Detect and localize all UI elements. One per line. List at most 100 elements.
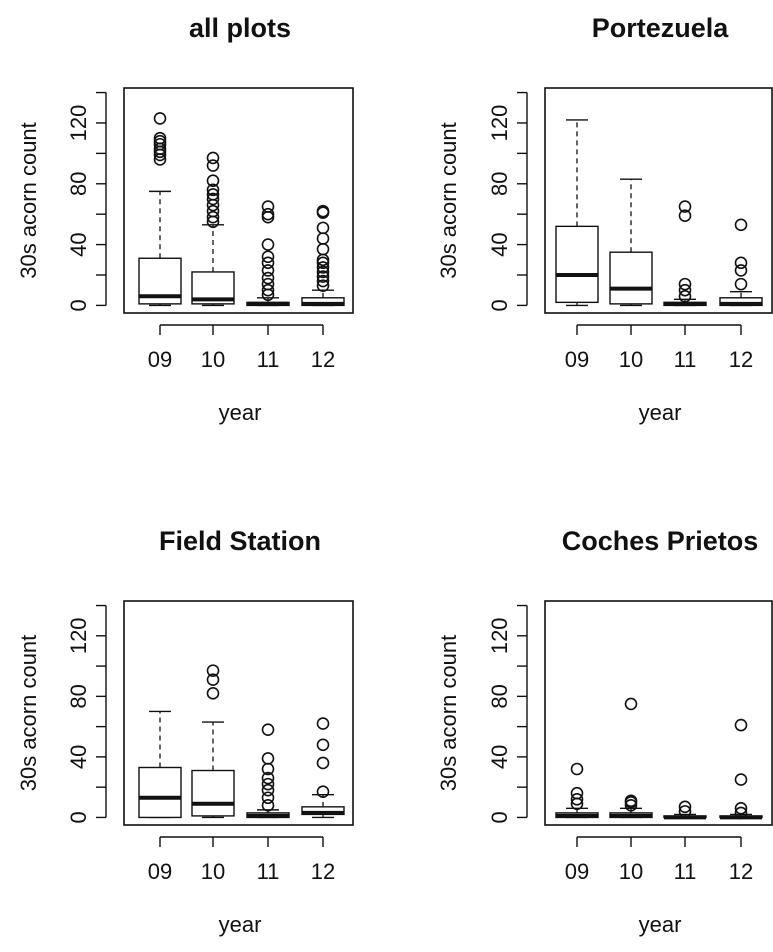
x-tick-label: 11 [257,347,280,372]
outlier-point [206,204,220,218]
y-tick-label: 0 [487,811,512,823]
chart-title: Field Station [159,526,321,556]
outlier-point [316,738,330,752]
chart-panel-1: all plots year 30s acorn count 0 40 80 120 09 10… [16,13,354,425]
x-tick-label: 10 [201,859,225,884]
outlier-point [316,274,330,288]
y-tick-label: 120 [487,105,512,142]
outlier-point [261,264,275,277]
y-axis-label: 30s acorn count [16,122,41,279]
x-tick-label: 11 [674,347,697,372]
outlier-point [678,277,692,291]
outlier-point [734,256,748,270]
box-09 [555,762,599,819]
outlier-point [261,783,275,797]
outlier-point [316,717,330,730]
box-09 [555,119,599,307]
outlier-point [206,151,220,165]
x-tick-label: 09 [148,859,172,884]
y-tick-label: 80 [66,684,91,708]
chart-title: all plots [189,13,291,43]
box-12 [301,717,345,819]
outlier-point [316,279,330,292]
outlier-point [261,256,275,270]
x-tick-label: 12 [311,859,335,884]
outlier-point [206,183,220,197]
box-10 [609,697,653,819]
y-tick-label: 80 [487,172,512,196]
y-tick-label: 40 [66,232,91,256]
box-10 [191,151,235,307]
outlier-point [261,791,275,805]
outlier-point [316,265,330,279]
outlier-point [316,756,330,770]
plot-frame [544,600,773,826]
outlier-point [734,218,748,232]
outlier-point [206,664,220,677]
box-iqr [555,225,599,304]
y-tick-label: 0 [66,299,91,311]
plot-frame [544,87,773,314]
y-axis-label: 30s acorn count [436,635,461,792]
x-tick-label: 10 [619,859,643,884]
outlier-point [206,673,220,687]
outlier-point [734,773,748,786]
outlier-point [206,174,220,188]
x-axis-label: year [639,400,682,425]
outlier-point [570,762,584,776]
outlier-point [206,210,220,224]
x-tick-label: 09 [148,347,172,372]
box-09 [138,112,182,307]
box-12 [301,204,345,307]
outlier-point [261,771,275,785]
box-11 [246,723,290,819]
outlier-point [206,188,220,201]
outlier-point [316,221,330,235]
outlier-point [206,687,220,700]
outlier-point [316,232,330,245]
outlier-point [153,112,167,125]
outlier-point [206,159,220,172]
plot-frame [123,600,354,826]
chart-panel-2: Portezuela year 30s acorn count 0 40 80 120 09 1… [436,13,773,425]
x-axis-label: year [219,912,262,937]
y-tick-label: 120 [66,617,91,654]
y-tick-label: 40 [487,232,512,256]
outlier-point [261,277,275,291]
y-tick-label: 40 [66,745,91,769]
outlier-point [261,723,275,736]
outlier-point [678,200,692,213]
y-tick-label: 0 [487,299,512,311]
outlier-point [734,264,748,277]
box-10 [191,664,235,819]
x-tick-label: 09 [565,347,589,372]
chart-title: Coches Prietos [562,526,759,556]
y-tick-label: 0 [66,811,91,823]
outlier-point [261,283,275,297]
box-12 [719,718,763,820]
outlier-point [261,752,275,765]
box-12 [719,218,763,307]
x-axis-label: year [219,400,262,425]
x-tick-label: 11 [257,859,280,884]
box-11 [246,200,290,307]
box-09 [138,710,182,819]
outlier-point [261,238,275,251]
outlier-point [734,277,748,291]
outlier-point [678,805,692,818]
box-iqr [138,766,182,819]
outlier-point [678,800,692,814]
box-11 [663,200,707,307]
outlier-point [570,786,584,800]
x-tick-label: 11 [674,859,697,884]
x-tick-label: 10 [619,347,643,372]
x-tick-label: 12 [729,859,753,884]
x-tick-label: 09 [565,859,589,884]
x-axis-label: year [639,912,682,937]
outlier-point [678,209,692,223]
outlier-point [316,261,330,274]
outlier-point [316,270,330,283]
outlier-point [206,192,220,206]
y-tick-label: 80 [66,172,91,196]
